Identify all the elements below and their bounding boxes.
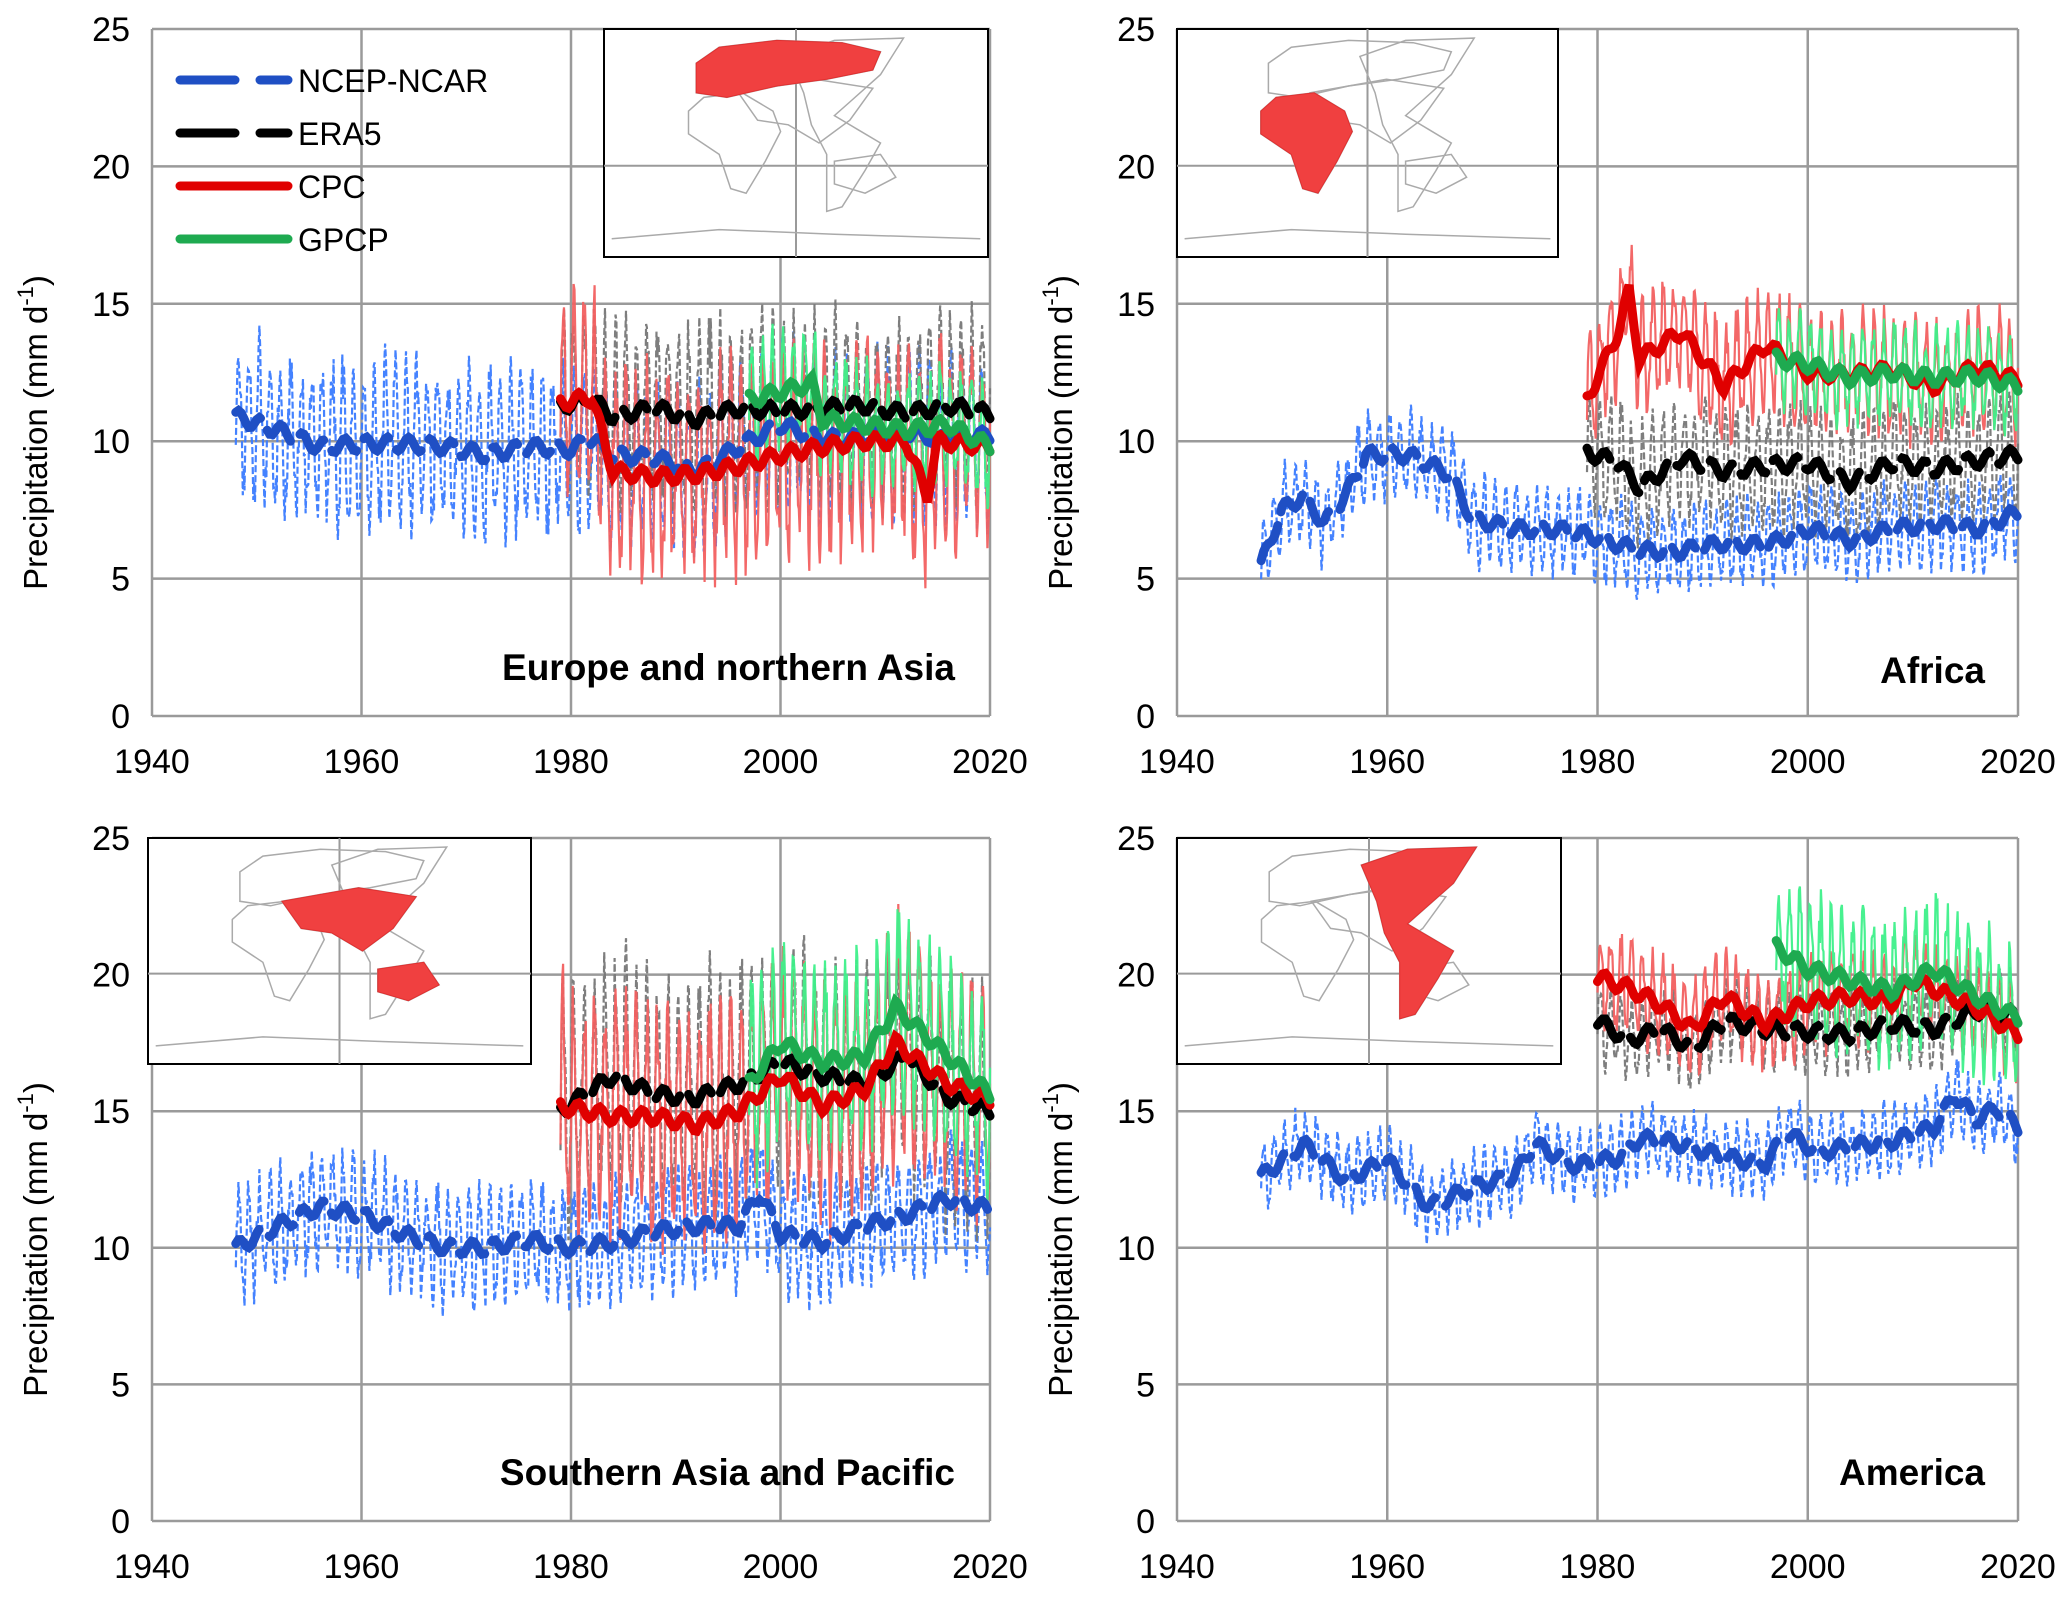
y-tick-label: 0 xyxy=(111,1503,130,1541)
smoothed-line-cpc xyxy=(1593,968,2023,1045)
inset-map xyxy=(1176,837,1562,1065)
legend-label: ERA5 xyxy=(298,116,382,152)
smoothed-line-ncep-ncar xyxy=(1256,1095,2023,1214)
x-tick-label: 1940 xyxy=(114,1548,190,1586)
x-tick-label: 2000 xyxy=(743,1548,819,1586)
y-tick-label: 10 xyxy=(92,1230,130,1268)
y-tick-label: 10 xyxy=(1117,1230,1155,1268)
smoothed-line-gpcp xyxy=(1771,936,2023,1028)
y-tick-label: 0 xyxy=(1136,1503,1155,1541)
legend-label: NCEP-NCAR xyxy=(298,63,488,99)
legend: NCEP-NCAR ERA5 CPC GPCP xyxy=(175,63,488,258)
x-tick-label: 1960 xyxy=(1349,743,1425,781)
y-tick-label: 20 xyxy=(1117,957,1155,995)
x-tick-label: 1960 xyxy=(324,743,400,781)
y-tick-label: 5 xyxy=(1136,1366,1155,1404)
monthly-line-ncep-ncar xyxy=(234,1129,992,1317)
inset-map xyxy=(603,28,989,258)
legend-label: GPCP xyxy=(298,222,389,258)
y-tick-label: 25 xyxy=(1117,820,1155,858)
x-tick-label: 2020 xyxy=(1980,743,2056,781)
highlighted-region xyxy=(281,887,417,952)
x-tick-label: 2000 xyxy=(1770,1548,1846,1586)
smoothed-line-gpcp xyxy=(744,367,995,457)
y-tick-label: 5 xyxy=(111,561,130,599)
x-tick-label: 1980 xyxy=(1560,1548,1636,1586)
y-tick-label: 25 xyxy=(92,11,130,49)
y-tick-label: 15 xyxy=(92,1093,130,1131)
x-tick-label: 2000 xyxy=(743,743,819,781)
y-tick-label: 25 xyxy=(1117,11,1155,49)
x-tick-label: 1940 xyxy=(114,743,190,781)
continent-outline xyxy=(787,37,905,213)
smoothed-line-era5 xyxy=(1593,999,2023,1054)
y-tick-label: 15 xyxy=(1117,286,1155,324)
smoothed-line-ncep-ncar xyxy=(1256,442,2023,566)
x-tick-label: 2000 xyxy=(1770,743,1846,781)
panel-title: Southern Asia and Pacific xyxy=(500,1452,955,1493)
monthly-line-ncep-ncar xyxy=(1260,404,2020,600)
smoothed-line-cpc xyxy=(556,1029,995,1137)
y-tick-label: 20 xyxy=(92,957,130,995)
y-tick-label: 0 xyxy=(111,698,130,736)
x-tick-label: 1980 xyxy=(1560,743,1636,781)
y-axis-label: Precipitation (mm d-1) xyxy=(1038,275,1079,590)
y-tick-label: 10 xyxy=(1117,423,1155,461)
panel-europe-asia: 0 5 10 15 20 25 1940 1960 1980 2000 2020 Precipitat… xyxy=(13,11,1028,781)
y-tick-label: 5 xyxy=(111,1366,130,1404)
antarctica-outline xyxy=(155,1036,524,1047)
continent-outline xyxy=(737,78,875,144)
panel-title: Europe and northern Asia xyxy=(502,647,955,688)
legend-label: CPC xyxy=(298,169,366,205)
inset-map xyxy=(147,837,532,1065)
antarctica-outline xyxy=(611,228,981,240)
panel-america: 0 5 10 15 20 25 1940 1960 1980 2000 2020 Precipitat… xyxy=(1038,820,2056,1586)
y-axis-label: Precipitation (mm d-1) xyxy=(1038,1082,1079,1397)
y-tick-label: 15 xyxy=(1117,1093,1155,1131)
y-tick-label: 0 xyxy=(1136,698,1155,736)
y-tick-label: 25 xyxy=(92,820,130,858)
continent-outline xyxy=(1260,900,1355,1002)
highlighted-region xyxy=(695,39,882,98)
x-tick-label: 1980 xyxy=(533,743,609,781)
smoothed-line-cpc xyxy=(556,387,995,504)
smoothed-line-era5 xyxy=(556,389,995,431)
y-tick-label: 20 xyxy=(1117,148,1155,186)
panel-africa: 0 5 10 15 20 25 1940 1960 1980 2000 2020 Precipitat… xyxy=(1038,11,2056,781)
x-tick-label: 2020 xyxy=(952,1548,1028,1586)
x-tick-label: 2020 xyxy=(952,743,1028,781)
panel-title: America xyxy=(1839,1452,1985,1493)
highlighted-region xyxy=(377,961,440,1002)
monthly-line-era5 xyxy=(1585,391,2020,549)
y-axis-label: Precipitation (mm d-1) xyxy=(13,1082,54,1397)
x-tick-label: 1940 xyxy=(1139,1548,1215,1586)
y-tick-label: 15 xyxy=(92,286,130,324)
y-tick-label: 10 xyxy=(92,423,130,461)
y-tick-label: 20 xyxy=(92,148,130,186)
highlighted-region xyxy=(1260,92,1353,194)
continent-outline xyxy=(687,92,782,195)
y-tick-label: 5 xyxy=(1136,561,1155,599)
monthly-line-ncep-ncar xyxy=(1260,1059,2020,1245)
continent-outline xyxy=(1358,37,1476,213)
panel-title: Africa xyxy=(1880,650,1985,691)
smoothed-line-ncep-ncar xyxy=(231,1189,995,1260)
highlighted-region xyxy=(1360,846,1478,1020)
x-tick-label: 1980 xyxy=(533,1548,609,1586)
smoothed-line-era5 xyxy=(1582,443,2023,500)
antarctica-outline xyxy=(1184,228,1551,240)
x-tick-label: 1940 xyxy=(1139,743,1215,781)
x-tick-label: 1960 xyxy=(1349,1548,1425,1586)
x-tick-label: 1960 xyxy=(324,1548,400,1586)
antarctica-outline xyxy=(1184,1036,1554,1047)
x-tick-label: 2020 xyxy=(1980,1548,2056,1586)
smoothed-line-gpcp xyxy=(1771,347,2023,396)
panel-south-asia-pacific: 0 5 10 15 20 25 1940 1960 1980 2000 2020 Precipitat… xyxy=(13,820,1028,1586)
inset-map xyxy=(1176,28,1559,258)
smoothed-line-gpcp xyxy=(744,993,995,1105)
y-axis-label: Precipitation (mm d-1) xyxy=(13,275,54,590)
